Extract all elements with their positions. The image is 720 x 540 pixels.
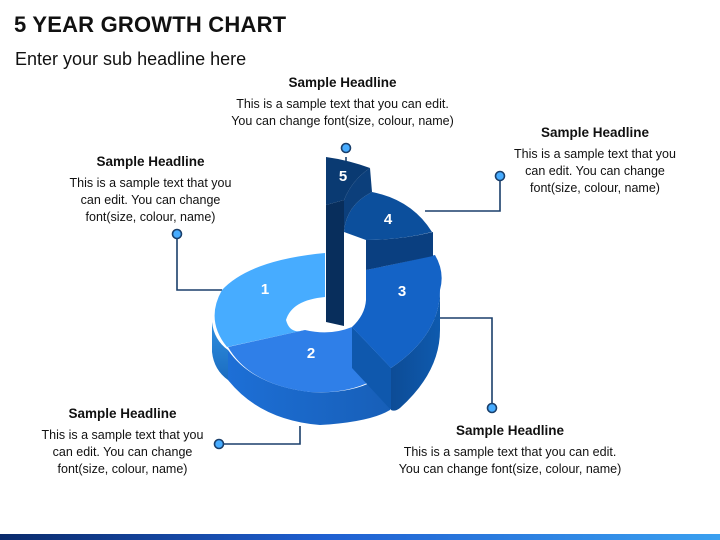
callout-step1-heading: Sample Headline bbox=[96, 154, 205, 169]
segment-2-side bbox=[228, 350, 390, 425]
page-title: 5 YEAR GROWTH CHART bbox=[14, 12, 287, 37]
dot-step4 bbox=[494, 170, 506, 182]
callout-step5: Sample Headline This is a sample text th… bbox=[220, 74, 465, 130]
segment-1-label: 1 bbox=[261, 281, 269, 298]
segment-5-body bbox=[344, 168, 372, 326]
segment-3-label: 3 bbox=[398, 283, 406, 300]
segment-3-side bbox=[391, 290, 440, 411]
segment-3 bbox=[352, 255, 442, 411]
segment-2-label: 2 bbox=[307, 345, 315, 362]
dot-step1 bbox=[171, 228, 183, 240]
segment-1-top bbox=[214, 253, 325, 347]
callout-step5-body: This is a sample text that you can edit.… bbox=[231, 97, 454, 128]
callout-step2: Sample Headline This is a sample text th… bbox=[30, 405, 215, 478]
segment-4-label: 4 bbox=[384, 211, 393, 228]
segment-4-top bbox=[344, 192, 432, 240]
callout-step1: Sample Headline This is a sample text th… bbox=[58, 153, 243, 226]
callout-step3-heading: Sample Headline bbox=[455, 423, 565, 438]
bottom-accent-bar bbox=[0, 534, 720, 540]
segment-2-top bbox=[228, 327, 391, 393]
callout-step4: Sample Headline This is a sample text th… bbox=[505, 124, 685, 197]
callout-step4-heading: Sample Headline bbox=[540, 125, 650, 140]
segment-4 bbox=[344, 192, 433, 270]
segment-3-side-front bbox=[352, 327, 391, 410]
callout-step3-body: This is a sample text that you can edit.… bbox=[398, 445, 622, 476]
segment-1 bbox=[212, 253, 325, 380]
dot-step2 bbox=[213, 438, 225, 450]
callout-step3: Sample Headline This is a sample text th… bbox=[385, 422, 635, 478]
connector-dots bbox=[171, 142, 506, 450]
segment-3-top bbox=[352, 255, 442, 368]
segment-5-label: 5 bbox=[339, 168, 347, 185]
segment-4-side bbox=[366, 232, 433, 270]
connector-step3 bbox=[430, 317, 493, 408]
connector-step4 bbox=[425, 176, 501, 212]
callout-step2-body: This is a sample text that you can edit.… bbox=[41, 428, 204, 476]
connector-step2 bbox=[219, 426, 301, 445]
segment-1-side bbox=[212, 322, 228, 380]
callout-step5-heading: Sample Headline bbox=[288, 75, 397, 90]
dot-step3 bbox=[486, 402, 498, 414]
connector-step1 bbox=[176, 234, 222, 291]
segment-5-side bbox=[326, 200, 344, 326]
page-subtitle: Enter your sub headline here bbox=[15, 49, 247, 69]
segment-2 bbox=[228, 327, 391, 425]
segment-5-front bbox=[326, 157, 370, 205]
callout-step2-heading: Sample Headline bbox=[68, 406, 177, 421]
callout-step1-body: This is a sample text that you can edit.… bbox=[69, 176, 232, 224]
callout-step4-body: This is a sample text that you can edit.… bbox=[514, 147, 676, 195]
dot-step5 bbox=[340, 142, 352, 154]
segment-5 bbox=[326, 157, 372, 326]
